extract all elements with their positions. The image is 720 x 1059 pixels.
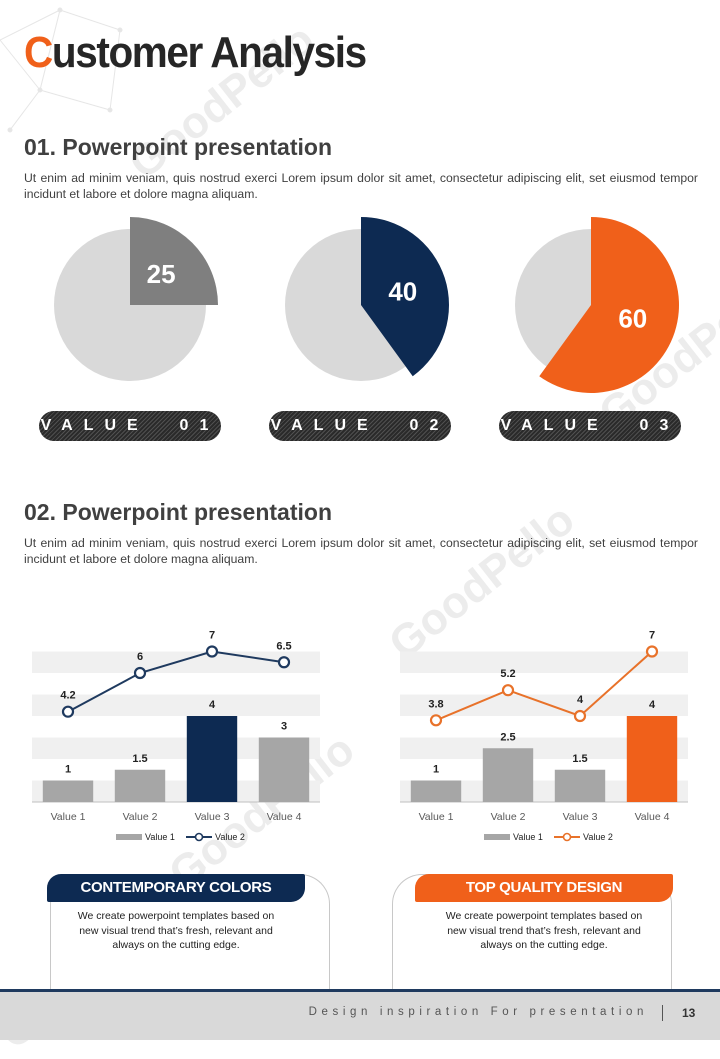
pie-value-label: 25 [147,259,176,289]
line-data-label: 4.2 [60,690,75,702]
legend-swatch-bar [116,834,142,840]
bar [410,780,462,802]
line-point [277,656,291,669]
bar-data-label: 1 [433,764,439,776]
grid-band [32,780,320,802]
line-data-label: 7 [649,630,655,642]
x-tick-label: Value 3 [563,811,598,823]
pie-value-label: 60 [618,304,647,334]
bar-data-label: 1 [65,764,71,776]
line-data-label: 7 [209,630,215,642]
bar-data-label: 3 [281,721,287,733]
card-banner: CONTEMPORARY COLORS [47,874,305,902]
line-data-label: 5.2 [500,668,515,680]
legend-label: Value 2 [583,832,613,842]
value-pill-label: VALUE 02 [270,417,450,434]
legend-swatch-bar [484,834,510,840]
bar [42,780,94,802]
card-text: We create powerpoint templates based on … [58,909,294,953]
pie-slice [361,217,450,377]
section2-text: Ut enim ad minim veniam, quis nostrud ex… [24,536,698,566]
legend-swatch-marker [194,832,204,842]
bar [554,769,606,802]
grid-band [32,694,320,716]
pie-slice [130,217,218,305]
pie-charts: 25 40 60 [54,217,679,393]
x-tick-label: Value 2 [491,811,526,823]
footer-divider [0,989,720,992]
line-point [573,709,587,723]
x-tick-label: Value 1 [51,811,86,823]
footer-tagline: Design inspiration For presentation [308,1006,648,1018]
line-series [435,650,653,722]
line-point [61,705,75,718]
footer [0,992,720,1040]
bar-data-label: 4 [649,699,656,711]
grid-band [400,780,688,802]
bar [114,769,166,802]
legend-label: Value 1 [513,832,543,842]
line-point [645,645,659,658]
grid-band [400,651,688,673]
value-pill-2: VALUE 02 [269,411,451,441]
x-tick-label: Value 3 [195,811,230,823]
section1-heading: 01. Powerpoint presentation [24,134,332,160]
x-tick-label: Value 4 [635,811,670,823]
line-data-label: 6.5 [276,640,291,652]
grid-band [32,737,320,759]
page-title-rest: ustomer Analysis [51,28,367,77]
line-data-label: 3.8 [428,698,443,710]
x-tick-label: Value 4 [267,811,302,823]
page-number: 13 [682,1006,696,1020]
grid-band [400,737,688,759]
combo-chart-right: 1 2.5 1.5 4 3.8 5.2 4 7 Value 1 Value 2 Value 3 Val… [400,630,688,842]
card-text: We create powerpoint templates based on … [426,909,662,953]
legend-label: Value 2 [215,832,245,842]
pie-slice [539,217,679,393]
card-banner: TOP QUALITY DESIGN [415,874,673,902]
line-data-label: 6 [137,651,143,663]
legend-label: Value 1 [145,832,175,842]
bar [482,748,534,802]
line-point [429,714,443,727]
card-text-line: We create powerpoint templates based on [445,910,643,922]
line-point [501,684,515,697]
x-tick-label: Value 1 [419,811,454,823]
decorative-network-graphic [0,7,123,133]
bar-data-label: 4 [209,699,216,711]
bar-data-label: 1.5 [572,753,587,765]
line-point [133,666,147,680]
line-data-label: 4 [577,694,584,706]
page-title: Customer Analysis [24,28,367,78]
grid-band [400,694,688,716]
value-pill-label: VALUE 01 [40,417,220,434]
combo-chart-left: 1 1.5 4 3 4.2 6 7 6.5 Value 1 Value 2 Value 3 Value… [32,630,320,842]
card-text-line: always on the cutting edge. [112,939,240,951]
bar-data-label: 2.5 [500,731,515,743]
value-pill-3: VALUE 03 [499,411,681,441]
footer-separator [662,1005,663,1021]
value-pill-1: VALUE 01 [39,411,221,441]
card-text-line: new visual trend that’s fresh, relevant … [447,924,641,937]
section1-text: Ut enim ad minim veniam, quis nostrud ex… [24,171,698,201]
card-text-line: new visual trend that’s fresh, relevant … [79,924,273,937]
bar [186,716,238,802]
line-point [205,645,219,658]
x-tick-label: Value 2 [123,811,158,823]
bar [258,737,310,802]
section2-heading: 02. Powerpoint presentation [24,499,332,525]
card-text-line: always on the cutting edge. [480,939,608,951]
page-title-initial: C [24,28,53,77]
bar [626,716,678,802]
legend-swatch-marker [562,832,572,842]
value-pill-label: VALUE 03 [500,417,680,434]
pie-value-label: 40 [388,276,417,306]
card-text-line: We create powerpoint templates based on [77,910,275,922]
bar-data-label: 1.5 [132,753,147,765]
line-series [67,650,285,713]
